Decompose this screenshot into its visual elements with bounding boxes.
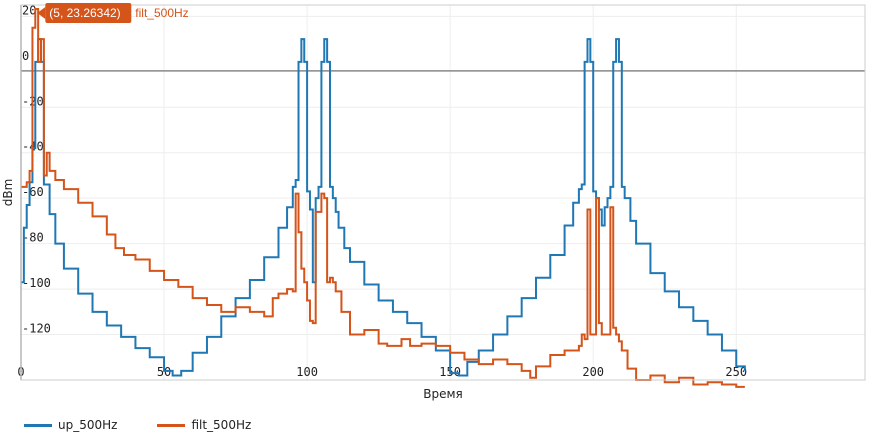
y-axis-title: dBm [1, 179, 15, 207]
legend-item-filt[interactable]: filt_500Hz [157, 418, 251, 432]
legend-label-up: up_500Hz [58, 418, 118, 432]
tooltip-series-label: filt_500Hz [135, 6, 188, 20]
x-tick-label: 100 [296, 365, 318, 379]
tooltip-value-label: (5, 23.26342) [49, 6, 120, 20]
series-line-up_500Hz [21, 38, 746, 377]
grid [21, 5, 865, 380]
legend-label-filt: filt_500Hz [191, 418, 252, 432]
y-tick-label: -60 [22, 185, 44, 199]
x-tick-label: 200 [582, 365, 604, 379]
y-tick-label: -100 [22, 276, 51, 290]
plot-border [20, 4, 866, 381]
tooltip-box [45, 2, 132, 23]
x-tick-label: 50 [157, 365, 171, 379]
legend: up_500Hz filt_500Hz [24, 418, 251, 432]
y-tick-label: 20 [22, 3, 36, 17]
y-tick-label: -120 [22, 322, 51, 336]
legend-item-up[interactable]: up_500Hz [24, 418, 117, 432]
x-axis-title: Время [423, 387, 463, 401]
y-tick-labels: 200-20-40-60-80-100-120 [22, 3, 51, 335]
series-line-filt_500Hz [21, 7, 745, 388]
x-tick-label: 250 [725, 365, 747, 379]
tooltip-arrow [37, 6, 46, 19]
zero-lines [20, 5, 865, 380]
y-tick-label: 0 [22, 49, 29, 63]
legend-swatch-up [24, 423, 52, 427]
y-tick-label: -80 [22, 231, 44, 245]
legend-swatch-filt [157, 423, 186, 427]
series-layer [21, 7, 746, 388]
hover-tooltip: (5, 23.26342) filt_500Hz [37, 2, 189, 23]
